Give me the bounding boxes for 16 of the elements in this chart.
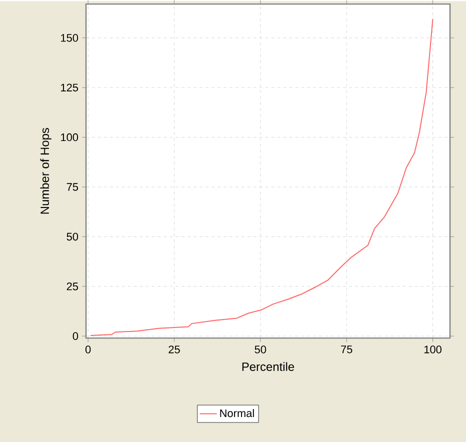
y-tick-label: 75 (66, 183, 78, 191)
legend-label: Normal (220, 409, 254, 418)
x-tick-label: 0 (85, 346, 91, 354)
x-axis-title: Percentile (242, 362, 294, 371)
x-tick-label: 75 (341, 346, 352, 354)
y-axis-title: Number of Hops (40, 128, 52, 214)
x-tick-label: 25 (168, 346, 180, 354)
y-tick-label: 0 (72, 332, 78, 340)
y-tick-label: 50 (66, 232, 78, 241)
line-series (90, 18, 434, 336)
y-tick-label: 125 (61, 84, 78, 92)
x-tick-label: 100 (424, 346, 442, 354)
y-tick-label: 150 (61, 34, 78, 42)
y-tick-label: 25 (66, 282, 78, 290)
x-tick-label: 50 (254, 346, 266, 354)
y-tick-label: 100 (61, 133, 78, 142)
